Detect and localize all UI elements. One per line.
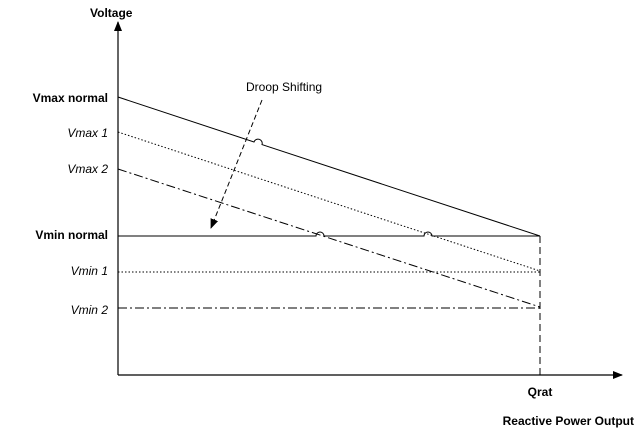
droop-2 — [117, 168, 541, 308]
y-label: Vmin 1 — [71, 264, 108, 278]
y-label: Vmax normal — [33, 91, 108, 105]
droop-normal — [117, 96, 541, 237]
droop-1 — [117, 131, 541, 272]
shift-arrow — [210, 99, 263, 229]
y-label: Vmax 2 — [67, 162, 108, 176]
vmin-normal-line — [118, 231, 540, 237]
y-label: Vmin 2 — [71, 303, 109, 317]
y-axis-title: Voltage — [90, 6, 133, 20]
annotation: Droop Shifting — [246, 80, 322, 94]
x-label: Qrat — [528, 385, 553, 399]
x-axis-title: Reactive Power Output — [503, 414, 634, 428]
y-label: Vmin normal — [35, 228, 108, 242]
y-label: Vmax 1 — [67, 126, 108, 140]
